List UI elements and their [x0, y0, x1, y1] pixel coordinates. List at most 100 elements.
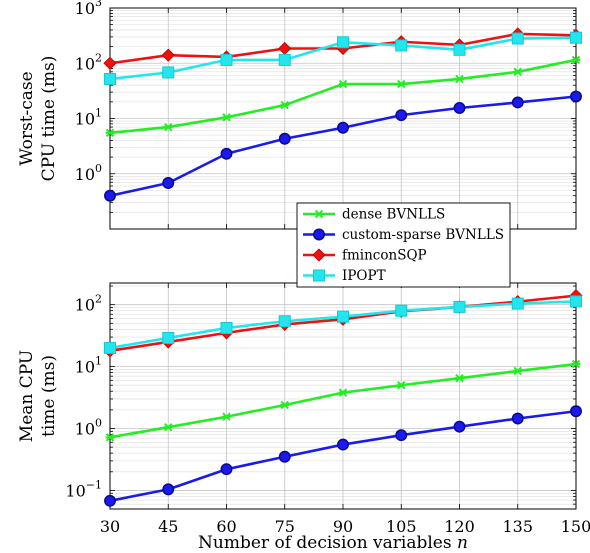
- series-dense-bvnlls: [105, 359, 581, 442]
- series-custom-sparse-bvnlls: [104, 90, 582, 202]
- data-point: [511, 412, 524, 425]
- data-point: [571, 359, 581, 369]
- y-tick-exponent: 2: [95, 293, 102, 306]
- series-custom-sparse-bvnlls: [104, 405, 582, 507]
- data-point: [162, 483, 175, 496]
- legend-swatch-marker: [312, 248, 326, 262]
- data-point: [395, 429, 408, 442]
- data-point: [163, 122, 173, 132]
- data-point: [511, 297, 524, 310]
- data-point: [220, 463, 233, 476]
- x-tick-label: 90: [333, 517, 353, 536]
- y-tick-base: 10: [75, 54, 95, 73]
- data-point: [278, 315, 291, 328]
- data-point: [337, 438, 349, 451]
- data-point: [280, 100, 290, 110]
- legend-box: [296, 202, 511, 288]
- data-point: [105, 433, 115, 442]
- x-axis-title-text: Number of decision variables: [198, 533, 457, 553]
- data-point: [453, 300, 466, 313]
- data-point: [161, 48, 175, 62]
- y-tick-exponent: 3: [95, 0, 102, 9]
- legend-swatch-marker: [313, 228, 325, 241]
- data-point: [338, 388, 348, 397]
- y-tick-exponent: 1: [95, 355, 102, 368]
- y-tick-label: 102: [75, 51, 102, 73]
- data-point: [104, 494, 116, 507]
- x-tick-label: 60: [216, 517, 236, 536]
- data-point: [513, 366, 523, 376]
- data-point: [103, 56, 117, 70]
- y-tick-base: 10: [75, 296, 95, 315]
- data-point: [396, 79, 406, 89]
- data-point: [162, 331, 175, 344]
- data-point: [396, 381, 406, 390]
- y-axis-title-line: time (ms): [39, 355, 59, 437]
- data-point: [222, 412, 231, 421]
- y-tick-base: 10: [65, 481, 85, 500]
- y-tick-label: 100: [75, 417, 102, 439]
- x-tick-label: 30: [100, 517, 120, 536]
- data-point: [395, 39, 408, 52]
- y-tick-exponent: −1: [86, 478, 102, 491]
- data-point: [570, 31, 582, 44]
- data-point: [278, 53, 291, 66]
- data-point: [162, 66, 175, 79]
- data-point: [511, 96, 524, 109]
- x-tick-label: 105: [386, 517, 417, 536]
- y-tick-base: 10: [75, 110, 95, 129]
- legend-entry-label: custom-sparse BVNLLS: [342, 227, 504, 243]
- y-tick-exponent: 2: [95, 51, 102, 64]
- data-point: [570, 405, 582, 418]
- y-tick-label: 101: [75, 355, 102, 377]
- x-tick-label: 120: [444, 517, 475, 536]
- data-point: [511, 32, 524, 45]
- data-point: [278, 132, 291, 145]
- y-tick-label: 10−1: [65, 478, 102, 500]
- data-point: [220, 147, 233, 160]
- data-point: [162, 177, 175, 189]
- y-tick-label: 100: [75, 162, 102, 184]
- legend: dense BVNLLS custom-sparse BVNLLS fminconS…: [296, 202, 511, 288]
- data-point: [453, 43, 466, 56]
- legend-entry-label: dense BVNLLS: [342, 207, 445, 223]
- y-tick-base: 10: [75, 420, 95, 439]
- data-point: [453, 102, 466, 114]
- x-tick-label: 75: [275, 517, 295, 536]
- x-axis-title: Number of decision variables n: [198, 533, 468, 553]
- x-axis-title-variable: n: [457, 533, 468, 553]
- data-point: [337, 121, 349, 134]
- y-tick-base: 10: [75, 358, 95, 377]
- data-point: [453, 420, 466, 433]
- y-tick-base: 10: [75, 0, 95, 18]
- data-point: [395, 304, 408, 317]
- data-point: [280, 400, 290, 410]
- data-point: [455, 74, 464, 84]
- data-point: [338, 79, 348, 89]
- y-tick-base: 10: [75, 165, 95, 184]
- data-point: [104, 189, 116, 202]
- legend-entry-label: fminconSQP: [342, 248, 427, 264]
- data-point: [570, 90, 582, 103]
- data-point: [513, 67, 523, 77]
- legend-entry-label: IPOPT: [342, 268, 386, 284]
- y-axis-title-line: Worst-case: [17, 71, 37, 165]
- y-tick-exponent: 0: [95, 417, 102, 430]
- data-point: [222, 113, 231, 122]
- data-point: [104, 341, 116, 354]
- y-ticks: [109, 7, 577, 230]
- legend-swatch-marker: [313, 269, 325, 282]
- data-point: [163, 422, 173, 432]
- data-point: [337, 310, 349, 323]
- data-point: [455, 373, 464, 383]
- data-point: [104, 72, 116, 85]
- data-point: [105, 128, 115, 138]
- data-point: [220, 321, 233, 334]
- y-tick-exponent: 1: [95, 107, 102, 120]
- y-tick-label: 101: [75, 107, 102, 129]
- x-tick-label: 45: [158, 517, 178, 536]
- data-point: [278, 450, 291, 463]
